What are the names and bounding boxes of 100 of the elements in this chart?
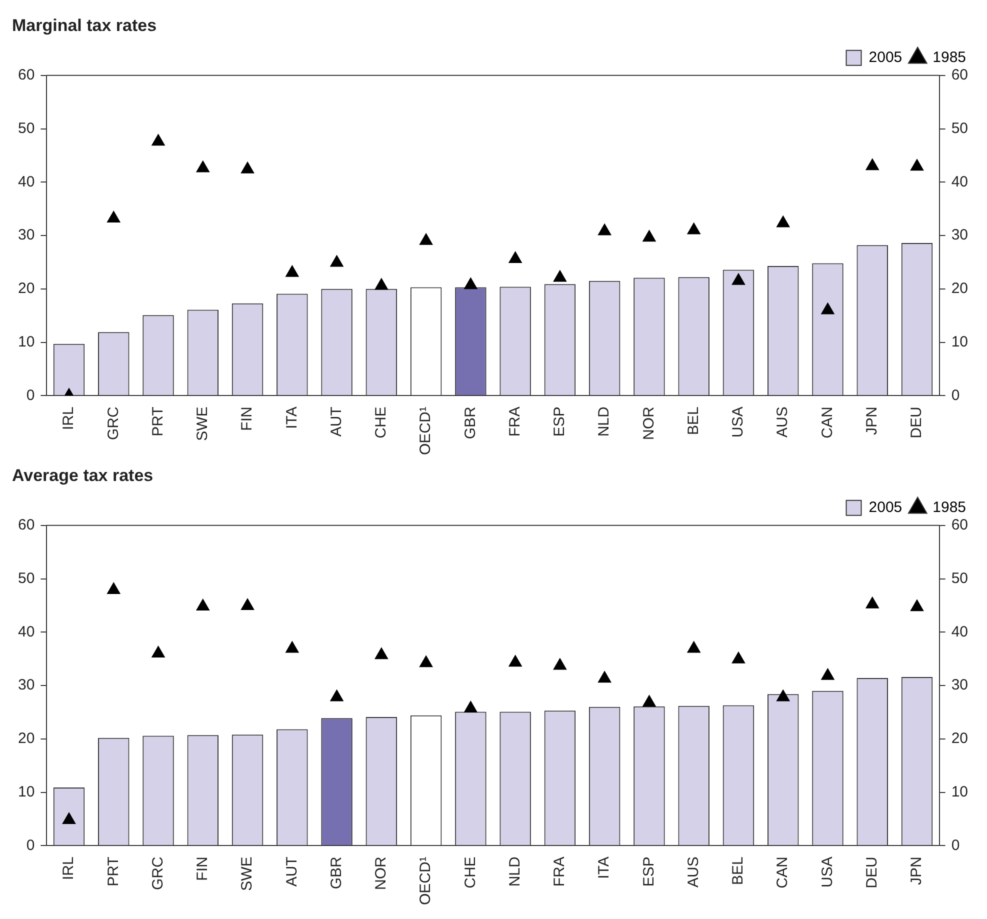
y-tick-label: 50 — [18, 120, 35, 137]
point — [152, 646, 165, 658]
y2-tick-label: 30 — [951, 226, 968, 244]
point — [732, 273, 746, 285]
y-tick-label: 30 — [18, 226, 35, 244]
point — [598, 224, 612, 236]
y2-tick-label: 60 — [951, 66, 968, 84]
x-tick-label: GBR — [462, 406, 479, 440]
x-tick-label: DEU — [864, 856, 881, 888]
chart-title: Marginal tax rates — [12, 16, 157, 35]
point — [687, 641, 700, 653]
x-tick-label: AUT — [328, 406, 345, 437]
point — [240, 162, 254, 174]
x-tick-label: FRA — [551, 856, 568, 887]
y2-tick-label: 0 — [951, 836, 960, 854]
y2-tick-label: 0 — [951, 386, 960, 404]
y-tick-label: 40 — [18, 173, 35, 190]
x-tick-label: GBR — [328, 856, 345, 890]
x-tick-label: OECD¹ — [417, 856, 434, 906]
point — [598, 671, 612, 683]
x-tick-label: AUS — [684, 856, 702, 888]
point — [821, 302, 834, 314]
x-tick-label: CHE — [462, 856, 479, 888]
x-tick-label: AUS — [774, 406, 792, 438]
x-tick-label: BEL — [684, 406, 702, 436]
point — [107, 210, 120, 222]
x-tick-label: NLD — [596, 406, 613, 437]
y2-tick-label: 50 — [951, 570, 968, 587]
legend-label: 1985 — [932, 499, 966, 516]
point — [196, 599, 210, 611]
x-tick-label: DEU — [908, 406, 926, 438]
x-tick-label: USA — [818, 856, 836, 888]
x-tick-label: FRA — [506, 406, 524, 437]
x-tick-label: PRT — [149, 406, 166, 436]
point — [464, 278, 478, 290]
x-tick-label: NOR — [372, 856, 390, 890]
x-tick-label: GRC — [104, 406, 122, 440]
legend-label: 1985 — [932, 49, 966, 66]
y2-tick-label: 40 — [951, 623, 968, 640]
point — [732, 652, 746, 664]
y-tick-label: 40 — [18, 623, 35, 640]
point — [776, 690, 790, 702]
point — [642, 695, 656, 707]
x-tick-label: PRT — [104, 856, 122, 886]
point — [821, 668, 834, 680]
y2-tick-label: 30 — [951, 676, 968, 694]
y-tick-label: 60 — [18, 66, 35, 84]
x-tick-label: USA — [730, 406, 747, 438]
point — [508, 655, 522, 667]
x-tick-label: CAN — [774, 856, 792, 888]
point — [642, 230, 656, 242]
x-tick-label: IRL — [60, 406, 78, 430]
x-tick-label: SWE — [238, 856, 256, 891]
point — [152, 134, 165, 146]
point — [330, 255, 344, 267]
y-tick-label: 0 — [26, 836, 35, 854]
point — [687, 222, 700, 234]
y-tick-label: 10 — [18, 783, 35, 800]
x-tick-label: JPN — [908, 856, 926, 886]
x-tick-label: GRC — [149, 856, 166, 890]
x-tick-label: CAN — [818, 406, 836, 438]
point — [286, 265, 299, 277]
x-tick-label: ESP — [551, 406, 568, 437]
y2-tick-label: 10 — [951, 333, 968, 350]
x-tick-label: OECD¹ — [417, 406, 434, 456]
x-tick-label: CHE — [372, 406, 390, 438]
chart-title: Average tax rates — [12, 466, 154, 485]
y2-tick-label: 10 — [951, 783, 968, 800]
point — [866, 596, 879, 608]
x-tick-label: FIN — [194, 856, 212, 881]
y2-tick-label: 60 — [951, 516, 968, 534]
point — [910, 159, 924, 171]
y-tick-label: 20 — [18, 730, 35, 748]
x-tick-label: ESP — [640, 856, 658, 887]
point — [286, 641, 299, 653]
x-tick-label: ITA — [283, 406, 300, 429]
y-tick-label: 0 — [26, 386, 35, 404]
x-tick-label: NLD — [506, 856, 524, 887]
point — [553, 270, 567, 282]
point — [419, 233, 433, 245]
point — [62, 812, 76, 824]
point — [464, 700, 478, 712]
point — [107, 582, 120, 594]
y-tick-label: 50 — [18, 570, 35, 587]
x-tick-label: IRL — [60, 856, 78, 880]
y-tick-label: 20 — [18, 280, 35, 298]
x-tick-label: AUT — [283, 856, 300, 887]
point — [508, 252, 522, 264]
x-tick-label: JPN — [864, 406, 881, 436]
point — [553, 658, 567, 670]
y-tick-label: 60 — [18, 516, 35, 534]
x-tick-label: ITA — [596, 856, 613, 879]
point — [330, 690, 344, 702]
y-tick-label: 10 — [18, 333, 35, 350]
point — [196, 160, 210, 172]
legend-label: 2005 — [868, 49, 902, 66]
point — [374, 278, 388, 290]
point — [419, 656, 433, 668]
y2-tick-label: 40 — [951, 173, 968, 190]
point — [374, 648, 388, 660]
